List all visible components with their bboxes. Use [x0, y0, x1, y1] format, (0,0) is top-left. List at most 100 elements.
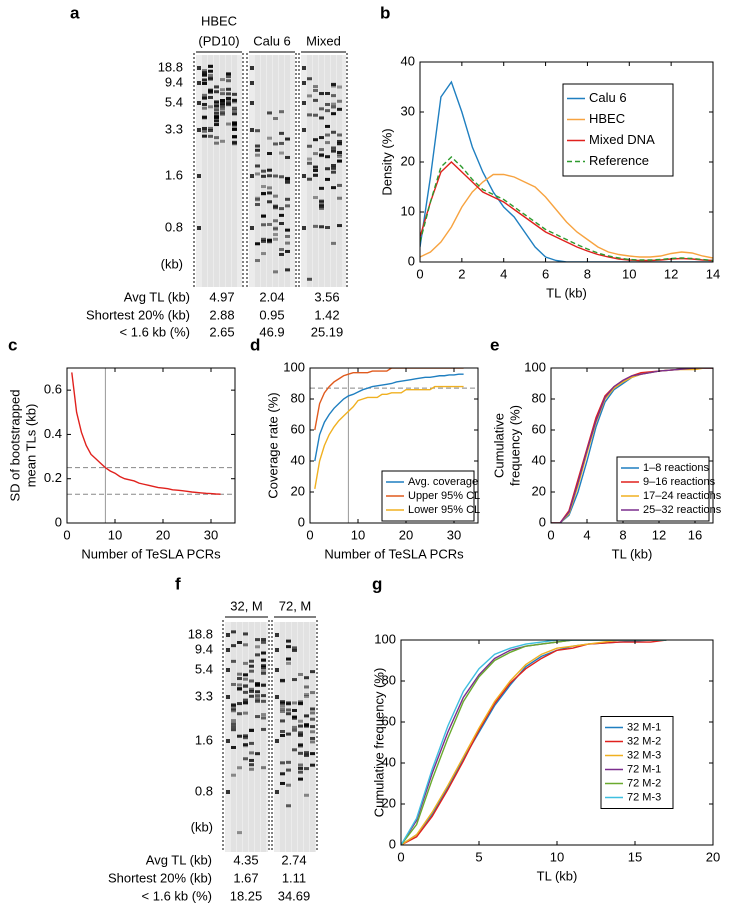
y-tick-label: 40 — [401, 53, 415, 68]
gel-band — [243, 661, 248, 665]
legend-box — [381, 470, 475, 522]
gel-band — [202, 102, 207, 106]
y-tick-label: 80 — [532, 390, 546, 405]
gel-band — [331, 146, 336, 150]
gel-band — [279, 252, 284, 256]
gel-band — [319, 92, 324, 96]
gel-band — [243, 743, 248, 747]
gel-lane — [292, 622, 297, 852]
lane-label: 32, M — [230, 598, 263, 613]
gel-band — [286, 760, 291, 764]
ladder-band — [250, 128, 254, 132]
x-tick-label: 10 — [351, 527, 365, 542]
gel-band — [307, 177, 312, 181]
gel-band — [202, 106, 207, 110]
gel-band — [280, 761, 285, 765]
gel-band — [331, 102, 336, 106]
gel-band — [286, 732, 291, 736]
gel-band — [232, 92, 237, 96]
gel-band — [261, 223, 266, 227]
ladder-band — [197, 226, 201, 230]
gel-band — [337, 224, 342, 228]
ladder-band — [302, 128, 306, 132]
lane-label: 72, M — [279, 598, 312, 613]
gel-band — [255, 683, 260, 687]
gel-band — [267, 174, 272, 178]
gel-band — [208, 95, 213, 99]
series-line — [314, 385, 464, 490]
gel-band — [202, 129, 207, 133]
gel-band — [325, 141, 330, 145]
gel-band — [237, 687, 242, 691]
row-label: Avg TL (kb) — [146, 852, 212, 867]
ladder-band — [275, 695, 279, 699]
gel-band — [331, 186, 336, 190]
x-tick-label: 10 — [622, 266, 636, 281]
gel-band — [243, 711, 248, 715]
x-tick-label: 10 — [550, 849, 564, 864]
gel-band — [220, 139, 225, 143]
ladder-band — [226, 668, 230, 672]
gel-band — [255, 172, 260, 176]
gel-band — [220, 78, 225, 82]
gel-band — [214, 123, 219, 127]
gel-band — [231, 682, 236, 686]
ladder-band — [197, 101, 201, 105]
legend-label: 32 M-3 — [627, 749, 661, 761]
gel-lane — [220, 55, 225, 287]
table-value: 1.67 — [233, 870, 258, 885]
gel-band — [243, 684, 248, 688]
gel-band — [214, 114, 219, 118]
ladder-band — [226, 739, 230, 743]
gel-band — [298, 702, 303, 706]
ladder-band — [275, 633, 279, 637]
gel-band — [304, 767, 309, 771]
gel-band — [261, 694, 266, 698]
gel-band — [304, 685, 309, 689]
gel-band — [208, 69, 213, 73]
gel-band — [220, 92, 225, 96]
x-tick-label: 4 — [500, 266, 507, 281]
gel-band — [325, 124, 330, 128]
size-marker: 1.6 — [195, 732, 213, 747]
gel-band — [310, 717, 315, 721]
panel-letter: d — [250, 335, 260, 354]
gel-lane — [298, 622, 303, 852]
gel-band — [298, 777, 303, 781]
gel-band — [267, 111, 272, 115]
gel-band — [331, 164, 336, 168]
gel-band — [255, 196, 260, 200]
gel-band — [286, 783, 291, 787]
gel-band — [337, 152, 342, 156]
legend-label: 72 M-3 — [627, 791, 661, 803]
table-value: 46.9 — [259, 324, 284, 339]
table-value: 2.65 — [209, 324, 234, 339]
gel-band — [220, 101, 225, 105]
gel-band — [280, 704, 285, 708]
gel-band — [232, 140, 237, 144]
gel-band — [249, 669, 254, 673]
gel-band — [232, 109, 237, 113]
gel-band — [261, 252, 266, 256]
gel-band — [237, 702, 242, 706]
gel-band — [232, 112, 237, 116]
gel-band — [325, 155, 330, 159]
gel-band — [220, 106, 225, 110]
gel-band — [292, 708, 297, 712]
size-marker: 1.6 — [165, 167, 183, 182]
gel-band — [337, 107, 342, 111]
gel-band — [313, 152, 318, 156]
gel-band — [331, 166, 336, 170]
ladder-band — [197, 81, 201, 85]
x-axis-label: TL (kb) — [537, 868, 578, 883]
gel-band — [325, 177, 330, 181]
gel-band — [208, 105, 213, 109]
gel-band — [298, 770, 303, 774]
ladder-band — [302, 66, 306, 70]
gel-band — [232, 127, 237, 131]
ladder-band — [197, 174, 201, 178]
gel-lane — [249, 622, 254, 852]
gel-band — [261, 651, 266, 655]
y-tick-label: 0 — [408, 253, 415, 268]
gel-band — [249, 664, 254, 668]
